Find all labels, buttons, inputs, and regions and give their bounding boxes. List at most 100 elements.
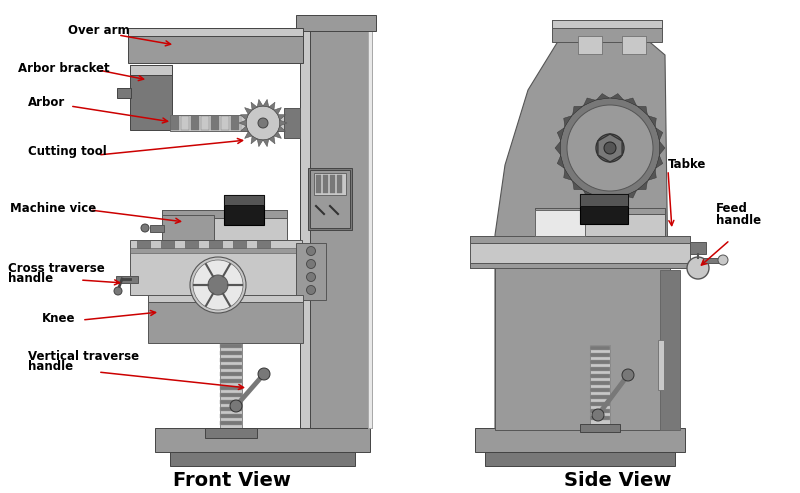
Polygon shape [239, 120, 246, 126]
Polygon shape [470, 236, 690, 268]
Polygon shape [648, 116, 656, 127]
Circle shape [258, 368, 270, 380]
Text: Machine vice: Machine vice [10, 202, 96, 214]
Polygon shape [580, 194, 628, 206]
Polygon shape [221, 116, 229, 130]
Polygon shape [170, 115, 296, 131]
Polygon shape [610, 94, 623, 100]
Polygon shape [590, 367, 610, 371]
Polygon shape [150, 225, 164, 232]
Polygon shape [241, 126, 248, 132]
Text: Cross traverse: Cross traverse [8, 261, 105, 275]
Circle shape [306, 246, 315, 255]
Polygon shape [263, 100, 269, 107]
Polygon shape [278, 126, 286, 132]
Polygon shape [162, 215, 214, 240]
Polygon shape [564, 116, 572, 127]
Circle shape [592, 409, 604, 421]
Polygon shape [485, 452, 675, 466]
Polygon shape [580, 424, 620, 432]
Text: Arbor: Arbor [28, 97, 66, 109]
Polygon shape [220, 386, 242, 390]
Polygon shape [573, 181, 582, 190]
Text: handle: handle [716, 213, 761, 226]
Polygon shape [314, 173, 346, 195]
Polygon shape [220, 372, 242, 376]
Polygon shape [590, 402, 610, 406]
Polygon shape [656, 156, 662, 168]
Text: handle: handle [8, 273, 53, 285]
Polygon shape [625, 190, 637, 198]
Polygon shape [220, 400, 242, 404]
Polygon shape [310, 170, 350, 228]
Polygon shape [220, 365, 242, 369]
Circle shape [306, 285, 315, 294]
Circle shape [567, 105, 653, 191]
Polygon shape [590, 360, 610, 364]
Polygon shape [148, 295, 303, 302]
Circle shape [208, 275, 228, 295]
Text: Cutting tool: Cutting tool [28, 145, 106, 159]
Circle shape [230, 400, 242, 412]
Polygon shape [220, 414, 242, 418]
Polygon shape [280, 120, 287, 126]
Polygon shape [583, 190, 595, 198]
Polygon shape [300, 28, 310, 428]
Polygon shape [241, 114, 248, 120]
Polygon shape [269, 136, 275, 144]
Polygon shape [590, 353, 610, 357]
Polygon shape [475, 428, 685, 452]
Polygon shape [300, 28, 372, 428]
Polygon shape [703, 258, 723, 263]
Text: Arbor bracket: Arbor bracket [18, 62, 110, 74]
Polygon shape [690, 242, 706, 254]
Polygon shape [274, 132, 282, 139]
Circle shape [114, 287, 122, 295]
Polygon shape [284, 108, 300, 138]
Polygon shape [233, 240, 246, 248]
Polygon shape [116, 276, 138, 283]
Polygon shape [337, 175, 342, 193]
Polygon shape [162, 210, 287, 218]
Polygon shape [308, 168, 352, 230]
Circle shape [560, 98, 660, 198]
Polygon shape [296, 243, 326, 300]
Polygon shape [170, 452, 355, 466]
Polygon shape [659, 141, 665, 154]
Polygon shape [220, 358, 242, 362]
Polygon shape [209, 240, 222, 248]
Text: Tabke: Tabke [668, 159, 706, 172]
Polygon shape [117, 88, 131, 98]
Polygon shape [535, 210, 585, 236]
Polygon shape [316, 175, 321, 193]
Circle shape [246, 106, 280, 140]
Text: Vertical traverse: Vertical traverse [28, 350, 139, 362]
Polygon shape [130, 65, 172, 75]
Polygon shape [660, 270, 680, 430]
Circle shape [190, 257, 246, 313]
Circle shape [687, 257, 709, 279]
Polygon shape [181, 116, 189, 130]
Polygon shape [220, 344, 242, 348]
Polygon shape [580, 194, 628, 224]
Text: Front View: Front View [173, 470, 291, 490]
Polygon shape [598, 134, 622, 162]
Polygon shape [201, 116, 209, 130]
Polygon shape [590, 409, 610, 413]
Polygon shape [251, 136, 257, 144]
Polygon shape [583, 98, 595, 106]
Polygon shape [241, 116, 249, 130]
Polygon shape [656, 128, 662, 140]
Polygon shape [261, 116, 269, 130]
Polygon shape [130, 248, 302, 253]
Text: Over arm: Over arm [68, 24, 130, 36]
Circle shape [193, 260, 243, 310]
Polygon shape [590, 395, 610, 399]
Polygon shape [220, 393, 242, 397]
Polygon shape [296, 15, 376, 31]
Polygon shape [155, 428, 370, 452]
Polygon shape [171, 116, 179, 130]
Polygon shape [231, 116, 239, 130]
Circle shape [596, 134, 624, 162]
Polygon shape [220, 421, 242, 425]
